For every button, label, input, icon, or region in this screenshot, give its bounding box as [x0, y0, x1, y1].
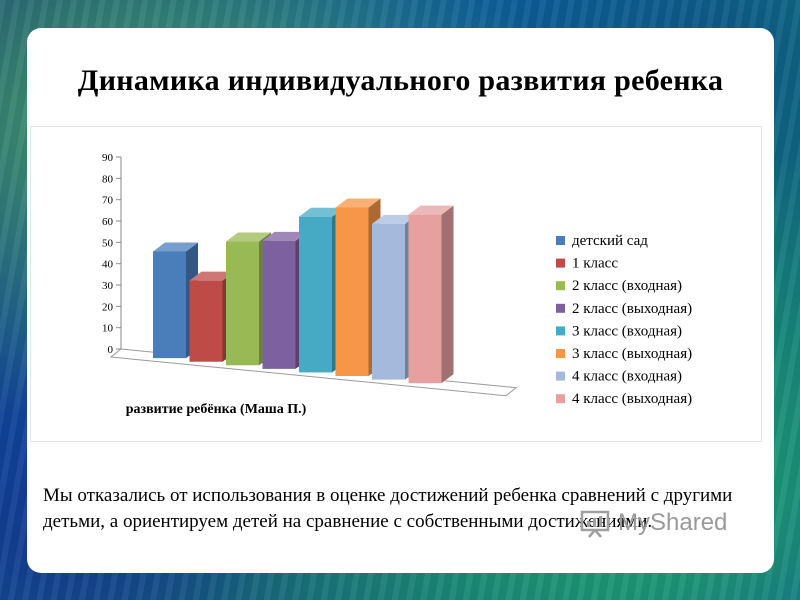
bar-side: [441, 205, 454, 384]
y-tick-label: 60: [102, 216, 114, 228]
y-tick-label: 90: [102, 152, 114, 164]
chart-area: 0 10 20 30 40 50 60 70 80 90 детский сад 1 класс 2 …: [30, 126, 762, 442]
legend-entry: 3 класс (входная): [572, 323, 682, 339]
chart-bars: [153, 198, 454, 384]
legend-swatch: [556, 371, 565, 381]
watermark: MyShared: [580, 508, 750, 542]
legend-swatch: [556, 281, 565, 291]
bar-top: [372, 214, 417, 224]
bar-front: [226, 241, 259, 366]
legend-swatch: [556, 349, 565, 358]
bar-6: [335, 198, 381, 377]
legend-swatch: [556, 258, 565, 268]
bar-front: [372, 223, 405, 380]
slide-card: Динамика индивидуального развития ребенк…: [27, 28, 774, 573]
bar-8: [408, 205, 454, 384]
legend-entry: 2 класс (выходная): [572, 301, 692, 317]
legend-entry: 3 класс (выходная): [572, 346, 692, 362]
legend-swatch: [556, 394, 565, 404]
bar-front: [299, 216, 332, 373]
y-tick-label: 50: [102, 237, 114, 249]
bar-top: [262, 231, 308, 241]
legend-entry: 4 класс (входная): [572, 369, 682, 385]
y-tick-label: 40: [102, 259, 114, 271]
bar-1: [153, 242, 198, 359]
bar-front: [189, 280, 223, 362]
legend-swatch: [556, 303, 565, 313]
bar-chart: 0 10 20 30 40 50 60 70 80 90 детский сад 1 класс 2 …: [102, 152, 692, 417]
slide-body-text: Мы отказались от использования в оценке …: [43, 485, 733, 532]
legend-swatch: [556, 326, 565, 336]
y-tick-label: 80: [102, 173, 114, 185]
bar-top: [299, 207, 344, 217]
legend-entry: 4 класс (выходная): [572, 391, 692, 407]
bar-top: [189, 271, 235, 281]
presentation-board-icon: [580, 510, 610, 538]
bar-top: [408, 205, 454, 215]
bar-front: [408, 214, 442, 384]
y-tick-label: 30: [102, 280, 114, 292]
legend-swatch: [556, 236, 565, 245]
bar-front: [262, 240, 296, 369]
bar-top: [153, 242, 198, 252]
y-tick-label: 0: [108, 344, 114, 356]
legend-entry: 2 класс (входная): [572, 278, 682, 294]
y-tick-label: 20: [102, 301, 114, 313]
bar-top: [335, 198, 381, 208]
chart-legend: детский сад 1 класс 2 класс (входная) 2 кла…: [556, 233, 692, 407]
y-tick-label: 70: [102, 195, 114, 207]
legend-entry: 1 класс: [572, 256, 618, 272]
y-tick-label: 10: [102, 323, 114, 335]
bar-front: [153, 251, 186, 359]
watermark-text: MyShared: [618, 509, 728, 536]
bar-top: [226, 232, 271, 242]
bar-front: [335, 207, 369, 377]
legend-entry: детский сад: [572, 233, 648, 249]
x-axis-label: развитие ребёнка (Маша П.): [126, 402, 307, 417]
slide-title: Динамика индивидуального развития ребенк…: [77, 64, 724, 97]
